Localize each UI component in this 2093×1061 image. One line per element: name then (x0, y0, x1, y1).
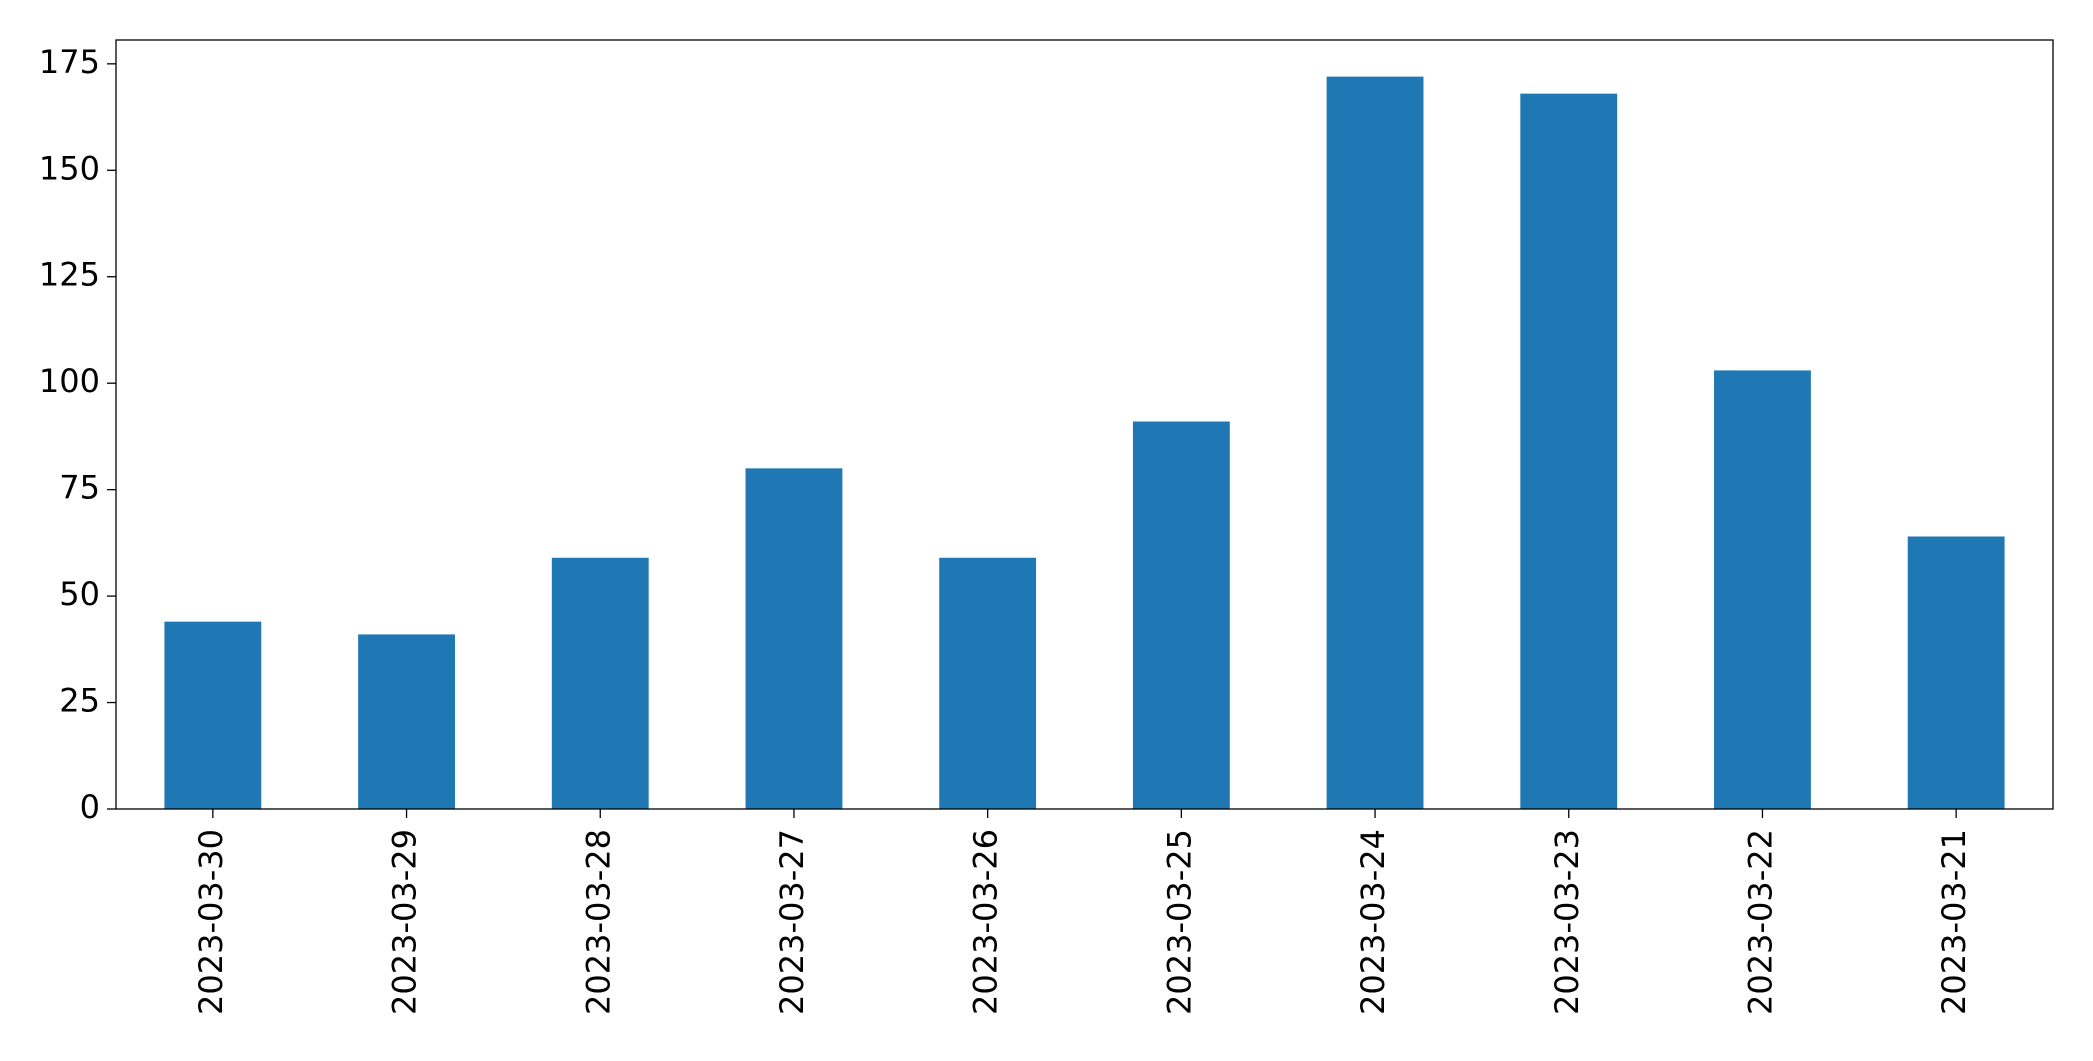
bar (745, 468, 843, 809)
x-tick-label: 2023-03-23 (1548, 829, 1586, 1015)
y-tick-label: 25 (59, 682, 100, 720)
y-tick-label: 175 (39, 43, 100, 81)
bar (1714, 370, 1811, 809)
bar (164, 621, 262, 809)
plot-frame (115, 39, 2054, 810)
y-tick-label: 0 (80, 788, 100, 826)
bar (1520, 93, 1618, 809)
y-tick-label: 75 (59, 469, 100, 507)
x-tick-label: 2023-03-25 (1160, 829, 1198, 1015)
y-tick-label: 100 (39, 362, 100, 400)
y-tick-label: 150 (39, 149, 100, 187)
bar (939, 557, 1037, 809)
x-tick-label: 2023-03-26 (967, 829, 1005, 1015)
y-tick-label: 50 (59, 575, 100, 613)
x-tick-label: 2023-03-24 (1354, 829, 1392, 1015)
bar (358, 634, 455, 809)
x-tick-label: 2023-03-30 (192, 829, 230, 1015)
bar (551, 557, 649, 809)
x-tick-label: 2023-03-28 (579, 829, 617, 1015)
bar (1326, 76, 1424, 810)
x-tick-label: 2023-03-21 (1935, 829, 1973, 1015)
x-tick-label: 2023-03-29 (386, 829, 424, 1015)
x-tick-label: 2023-03-27 (773, 829, 811, 1015)
y-tick-label: 125 (39, 256, 100, 294)
bar (1907, 536, 2005, 809)
x-tick-label: 2023-03-22 (1741, 829, 1779, 1015)
bar (1132, 421, 1230, 809)
